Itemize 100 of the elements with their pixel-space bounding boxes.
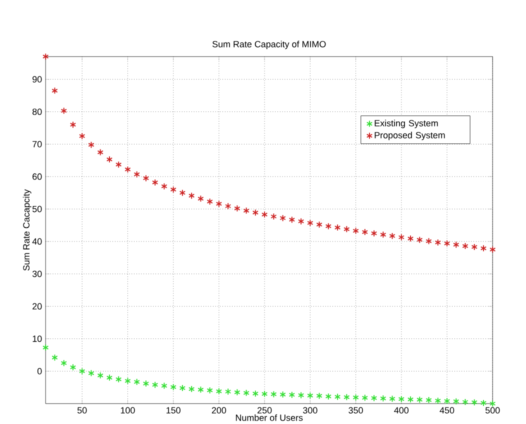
legend-label: Proposed System [374, 132, 445, 140]
point [97, 148, 104, 156]
point [252, 390, 259, 397]
point [316, 392, 322, 400]
point [416, 396, 423, 404]
point [407, 234, 414, 242]
x-tick-label: 200 [212, 407, 226, 414]
point [444, 240, 450, 247]
point [490, 246, 496, 253]
point [79, 132, 86, 140]
point [252, 208, 259, 216]
point [380, 394, 386, 402]
point [116, 161, 122, 168]
point [152, 178, 158, 186]
point [206, 386, 213, 394]
point [142, 380, 150, 387]
point [462, 242, 468, 250]
point [426, 238, 432, 245]
point [42, 344, 49, 351]
point [261, 210, 268, 218]
point [352, 227, 359, 234]
point [224, 202, 232, 210]
point [198, 195, 204, 202]
point [170, 186, 176, 193]
point [480, 244, 487, 252]
point [88, 370, 94, 377]
point [79, 368, 86, 375]
point [243, 389, 250, 396]
point [362, 228, 368, 236]
point [124, 166, 131, 173]
x-tick-label: 100 [120, 407, 135, 414]
point [325, 392, 332, 400]
point [70, 364, 76, 371]
point [453, 241, 460, 248]
y-tick-label: 40 [32, 238, 42, 245]
point [234, 204, 240, 212]
point [216, 388, 222, 395]
point [407, 396, 414, 403]
y-tick-label: 80 [32, 108, 42, 115]
point [170, 383, 176, 390]
x-tick-label: 300 [303, 407, 318, 414]
y-tick-label: 50 [32, 206, 42, 212]
point [179, 384, 186, 392]
point [434, 238, 441, 246]
point [362, 394, 368, 402]
point [298, 392, 304, 399]
point [198, 386, 204, 394]
point [60, 107, 67, 114]
point [471, 398, 478, 406]
chart-title: Sum Rate Capacity of MIMO [212, 40, 326, 50]
point [434, 397, 441, 404]
point [398, 395, 404, 402]
point [106, 156, 113, 163]
point [453, 398, 460, 405]
point [142, 174, 150, 182]
point [134, 170, 140, 178]
point [370, 230, 378, 237]
point [416, 236, 423, 244]
point [334, 224, 341, 231]
point [280, 390, 286, 398]
point [398, 234, 404, 241]
x-tick-label: 50 [77, 407, 87, 414]
x-tick-label: 500 [486, 407, 500, 414]
point [270, 390, 277, 398]
point [389, 395, 396, 402]
x-tick-label: 400 [394, 407, 409, 414]
point [70, 121, 76, 128]
y-tick-label: 90 [32, 76, 42, 82]
point [216, 200, 222, 208]
point [426, 396, 432, 404]
point [471, 243, 478, 250]
point [389, 232, 396, 240]
y-tick-label: 30 [32, 270, 42, 277]
point [188, 192, 195, 200]
y-tick-label: 20 [32, 303, 42, 310]
point [270, 212, 277, 220]
point [490, 400, 496, 408]
point [188, 385, 195, 392]
point [325, 222, 332, 230]
y-tick-label: 70 [32, 140, 42, 148]
point [370, 394, 378, 402]
point [152, 381, 158, 388]
point [116, 376, 122, 383]
point [161, 382, 168, 390]
point [134, 378, 140, 386]
x-tick-label: 250 [258, 407, 272, 414]
point [480, 399, 487, 406]
point [380, 231, 386, 238]
point [334, 393, 341, 400]
point [88, 141, 94, 148]
x-tick-label: 350 [348, 407, 363, 414]
point [316, 220, 322, 228]
point [106, 374, 113, 382]
point [280, 214, 286, 222]
point [344, 226, 350, 233]
point [288, 391, 296, 398]
point [298, 218, 304, 225]
point [462, 398, 468, 406]
point [288, 216, 296, 224]
point [352, 394, 359, 401]
